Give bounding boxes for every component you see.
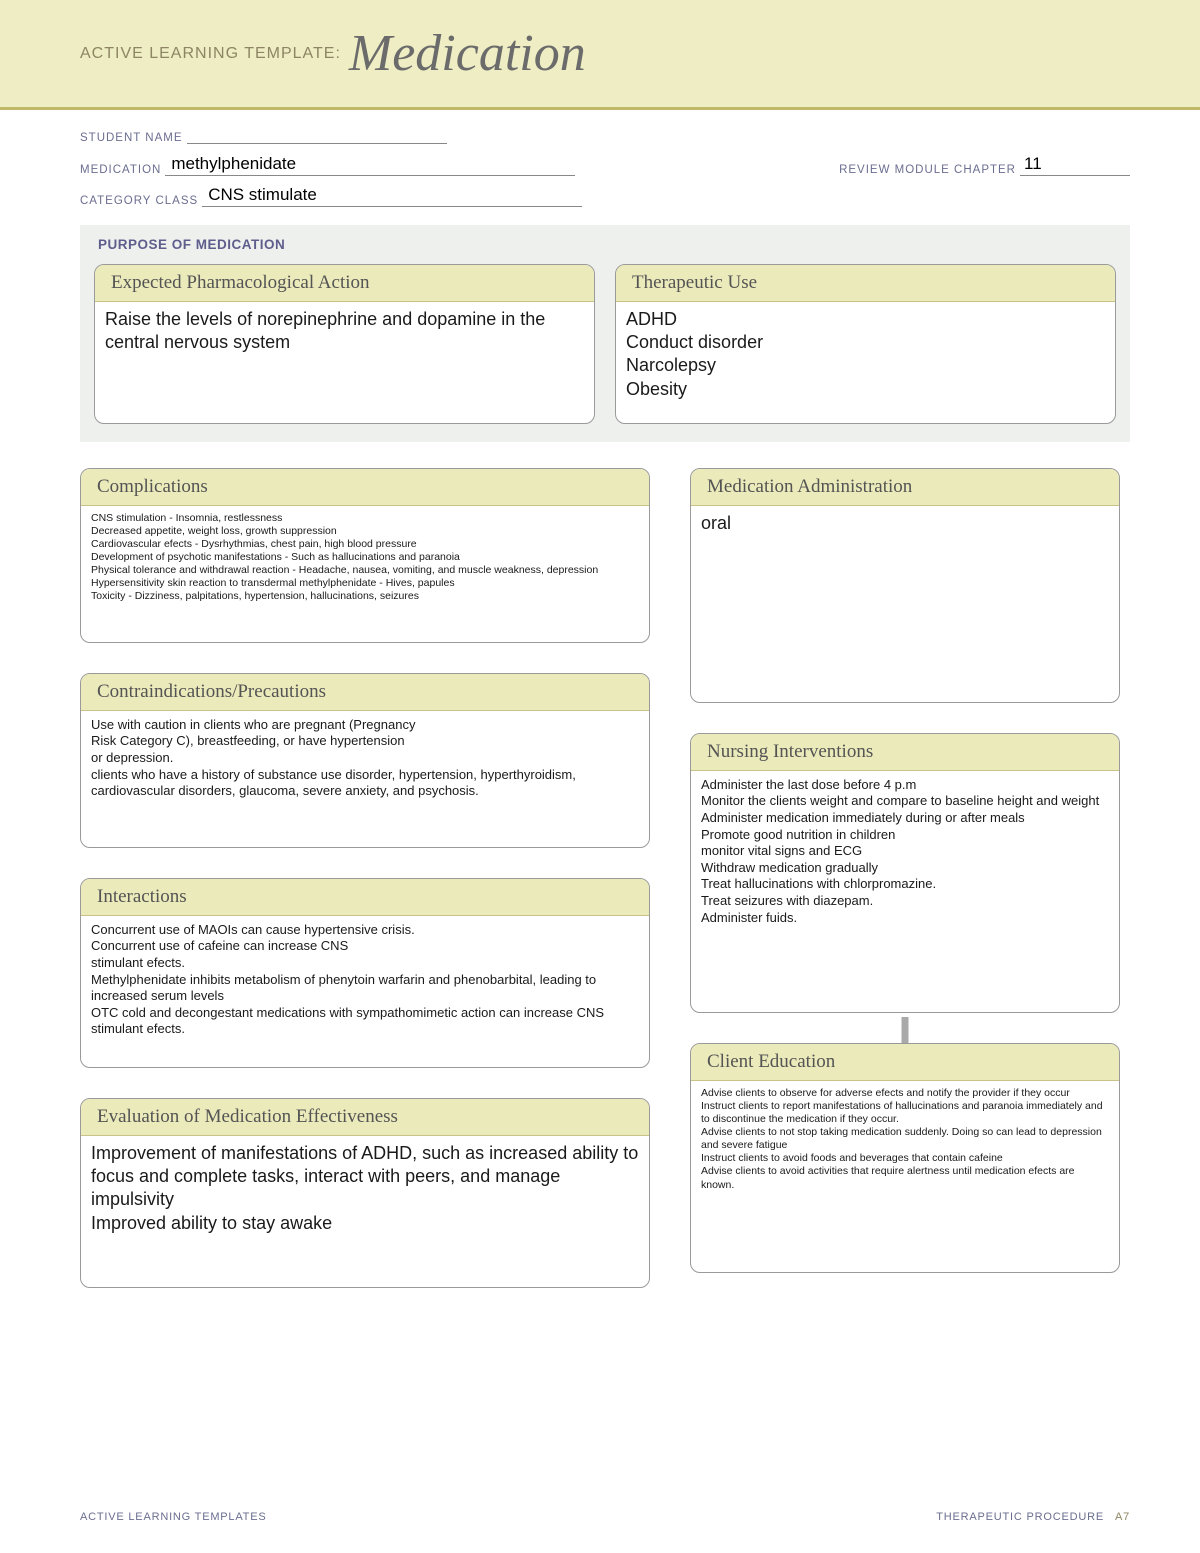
complications-title: Complications bbox=[81, 469, 649, 506]
nursing-body: Administer the last dose before 4 p.m Mo… bbox=[691, 771, 1119, 937]
contraindications-title: Contraindications/Precautions bbox=[81, 674, 649, 711]
evaluation-body: Improvement of manifestations of ADHD, s… bbox=[81, 1136, 649, 1246]
footer-left: ACTIVE LEARNING TEMPLATES bbox=[80, 1511, 266, 1523]
therapeutic-use-body: ADHD Conduct disorder Narcolepsy Obesity bbox=[616, 302, 1115, 412]
pharm-action-title: Expected Pharmacological Action bbox=[95, 265, 594, 302]
review-label: REVIEW MODULE CHAPTER bbox=[839, 164, 1016, 176]
card-therapeutic-use: Therapeutic Use ADHD Conduct disorder Na… bbox=[615, 264, 1116, 424]
content-area: STUDENT NAME MEDICATION methylphenidate … bbox=[0, 110, 1200, 1303]
nursing-title: Nursing Interventions bbox=[691, 734, 1119, 771]
contraindications-body: Use with caution in clients who are preg… bbox=[81, 711, 649, 810]
administration-title: Medication Administration bbox=[691, 469, 1119, 506]
footer-right: THERAPEUTIC PROCEDURE A7 bbox=[936, 1511, 1130, 1523]
medication-label: MEDICATION bbox=[80, 164, 161, 176]
client-ed-body: Advise clients to observe for adverse ef… bbox=[691, 1081, 1119, 1202]
connector-line bbox=[902, 1017, 909, 1043]
administration-body: oral bbox=[691, 506, 1119, 545]
footer: ACTIVE LEARNING TEMPLATES THERAPEUTIC PR… bbox=[80, 1511, 1130, 1523]
meta-row-medication: MEDICATION methylphenidate REVIEW MODULE… bbox=[80, 154, 1130, 176]
footer-page: A7 bbox=[1115, 1511, 1130, 1523]
category-field[interactable]: CNS stimulate bbox=[202, 186, 582, 207]
footer-right-label: THERAPEUTIC PROCEDURE bbox=[936, 1511, 1104, 1523]
meta-row-student: STUDENT NAME bbox=[80, 132, 1130, 144]
card-administration: Medication Administration oral bbox=[690, 468, 1120, 703]
interactions-title: Interactions bbox=[81, 879, 649, 916]
card-evaluation: Evaluation of Medication Effectiveness I… bbox=[80, 1098, 650, 1288]
meta-block: STUDENT NAME MEDICATION methylphenidate … bbox=[80, 132, 1130, 207]
interactions-body: Concurrent use of MAOIs can cause hypert… bbox=[81, 916, 649, 1048]
header-prefix: ACTIVE LEARNING TEMPLATE: bbox=[80, 45, 341, 63]
purpose-title: PURPOSE OF MEDICATION bbox=[98, 237, 1116, 252]
therapeutic-use-title: Therapeutic Use bbox=[616, 265, 1115, 302]
evaluation-title: Evaluation of Medication Effectiveness bbox=[81, 1099, 649, 1136]
client-ed-title: Client Education bbox=[691, 1044, 1119, 1081]
category-label: CATEGORY CLASS bbox=[80, 195, 198, 207]
lower-grid: Complications CNS stimulation - Insomnia… bbox=[80, 468, 1130, 1303]
col-left: Complications CNS stimulation - Insomnia… bbox=[80, 468, 650, 1303]
card-contraindications: Contraindications/Precautions Use with c… bbox=[80, 673, 650, 848]
meta-row-category: CATEGORY CLASS CNS stimulate bbox=[80, 186, 1130, 207]
header-title: Medication bbox=[349, 24, 586, 83]
header-band: ACTIVE LEARNING TEMPLATE: Medication bbox=[0, 0, 1200, 110]
review-wrap: REVIEW MODULE CHAPTER 11 bbox=[839, 154, 1130, 176]
card-nursing: Nursing Interventions Administer the las… bbox=[690, 733, 1120, 1013]
student-field[interactable] bbox=[187, 142, 447, 144]
card-pharm-action: Expected Pharmacological Action Raise th… bbox=[94, 264, 595, 424]
student-label: STUDENT NAME bbox=[80, 132, 183, 144]
pharm-action-body: Raise the levels of norepinephrine and d… bbox=[95, 302, 594, 365]
card-complications: Complications CNS stimulation - Insomnia… bbox=[80, 468, 650, 643]
purpose-row: Expected Pharmacological Action Raise th… bbox=[94, 264, 1116, 424]
col-right: Medication Administration oral Nursing I… bbox=[690, 468, 1120, 1303]
card-interactions: Interactions Concurrent use of MAOIs can… bbox=[80, 878, 650, 1068]
card-client-education: Client Education Advise clients to obser… bbox=[690, 1043, 1120, 1273]
purpose-panel: PURPOSE OF MEDICATION Expected Pharmacol… bbox=[80, 225, 1130, 442]
complications-body: CNS stimulation - Insomnia, restlessness… bbox=[81, 506, 649, 614]
review-field[interactable]: 11 bbox=[1020, 154, 1130, 176]
medication-field[interactable]: methylphenidate bbox=[165, 155, 575, 176]
